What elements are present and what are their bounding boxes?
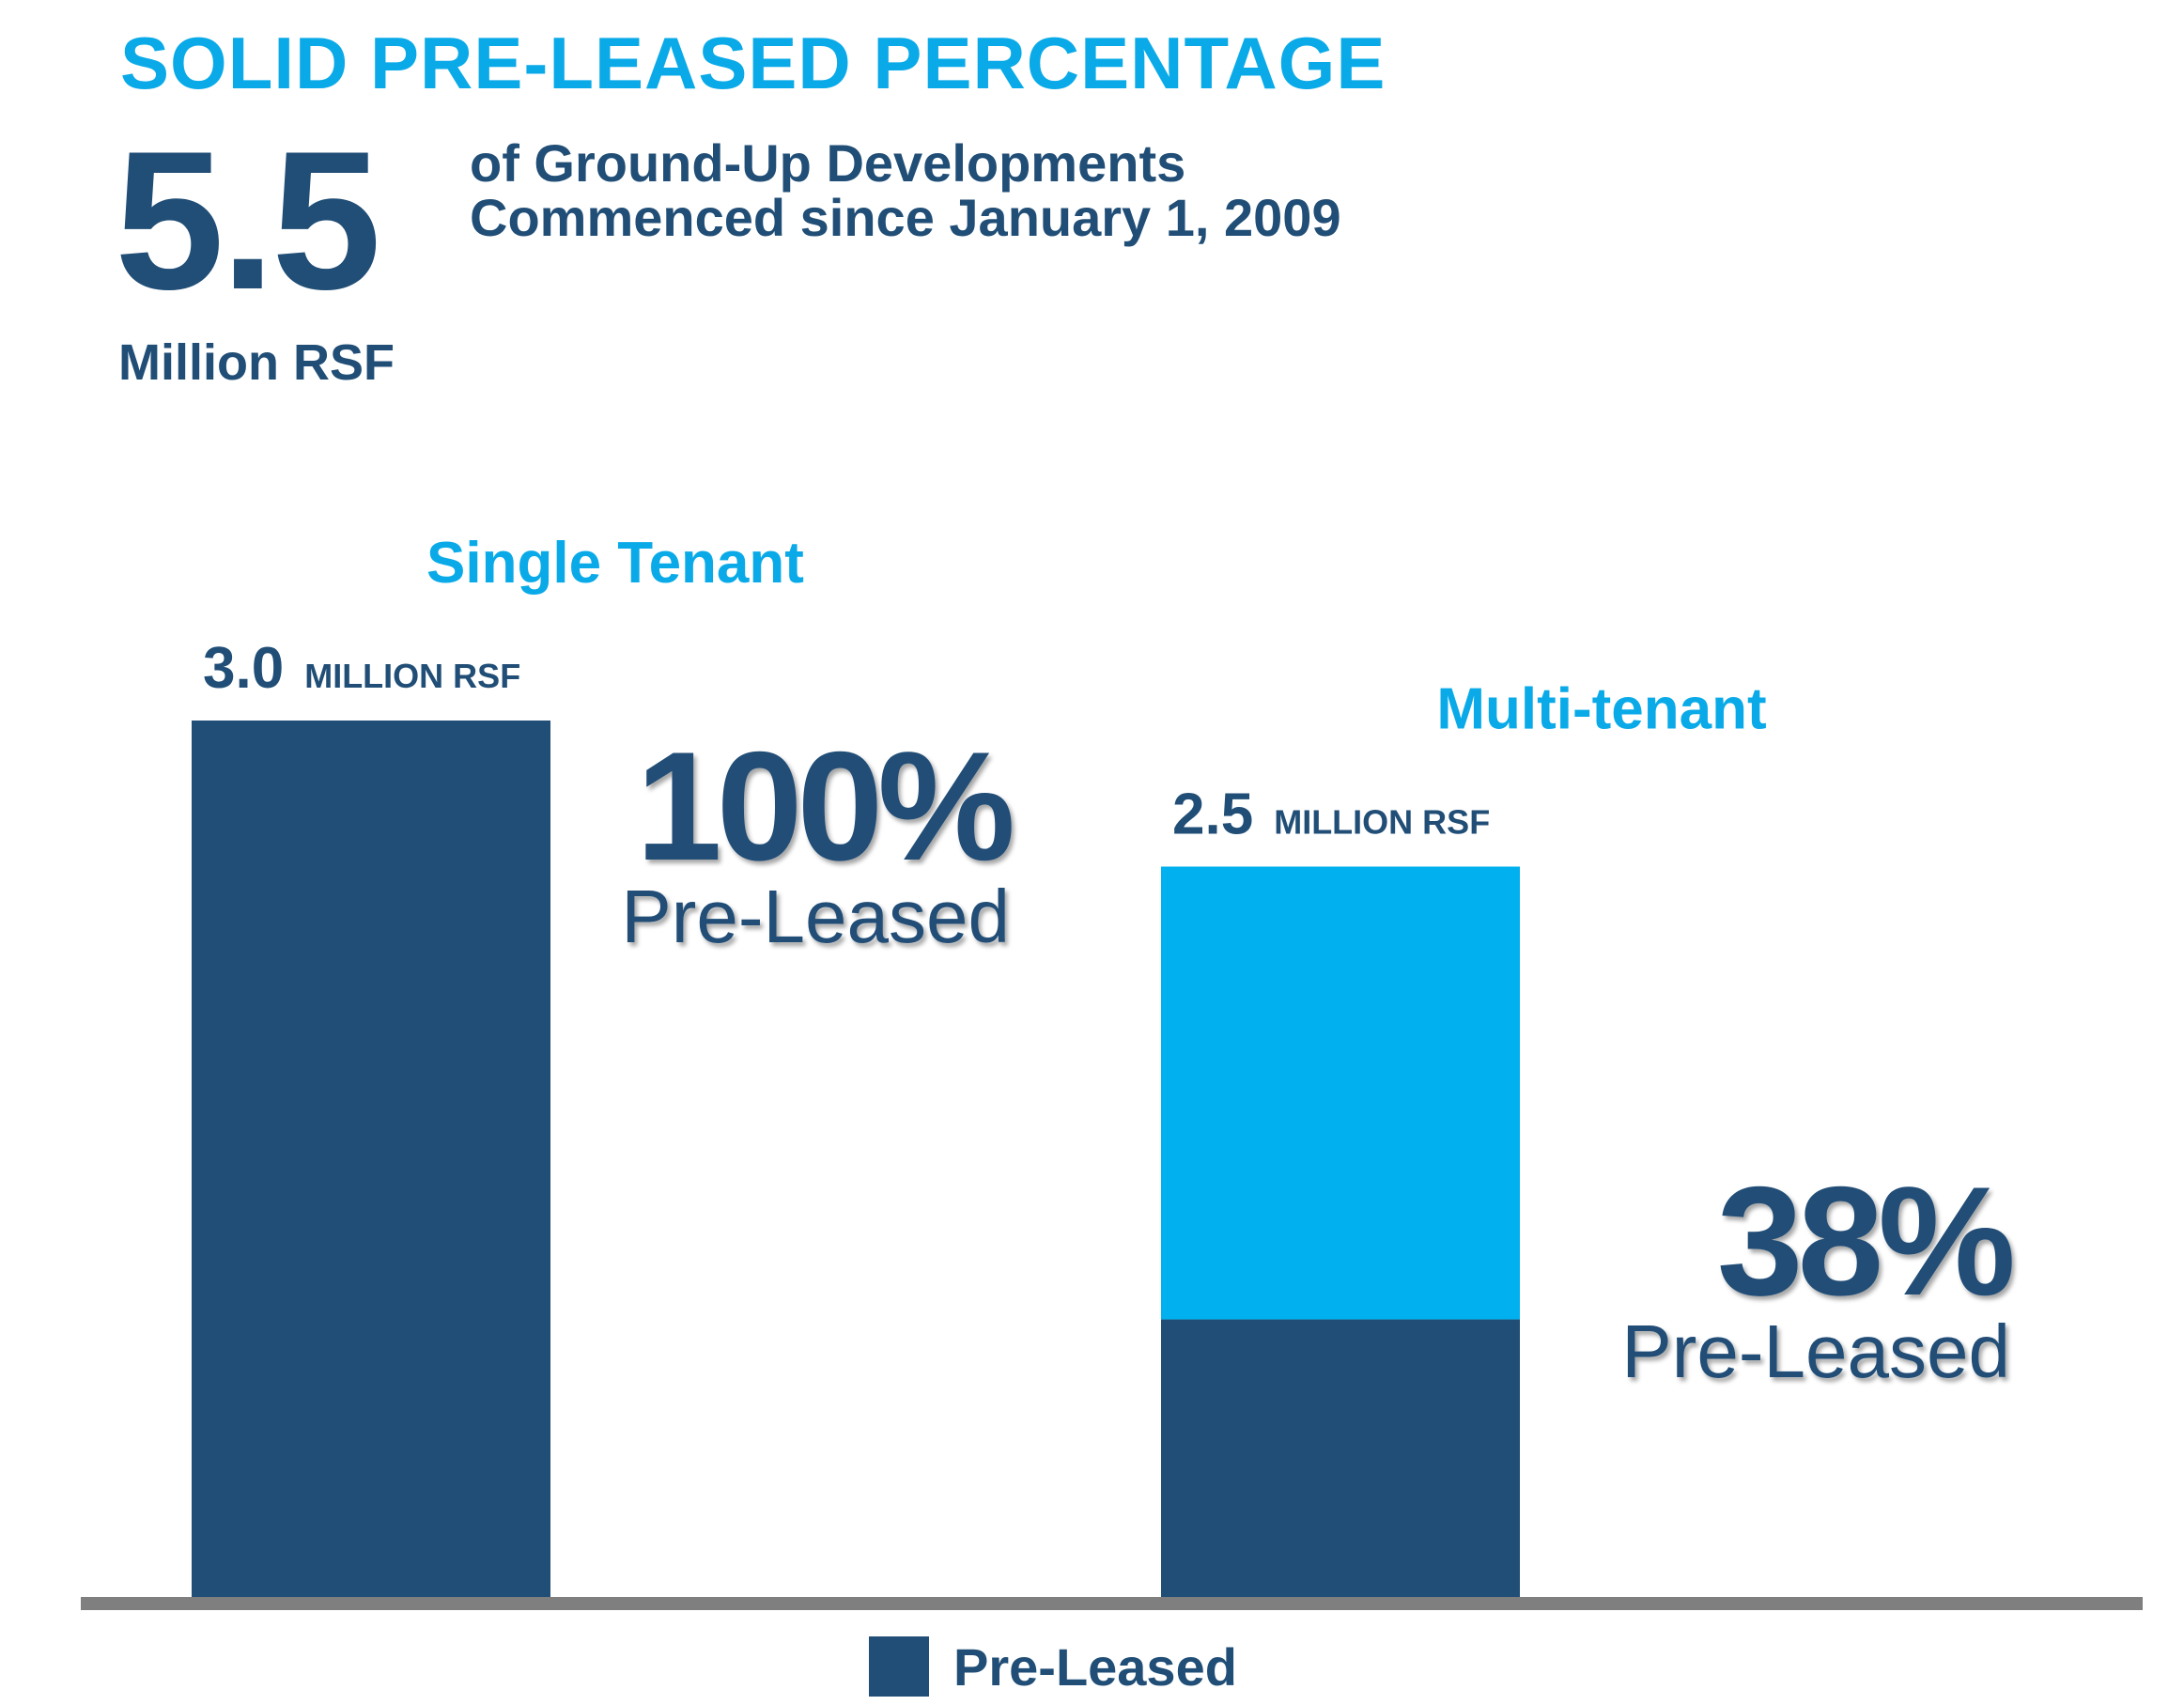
percent-caption-single-tenant: Pre-Leased: [621, 875, 1010, 958]
subtitle-line-2: Commenced since January 1, 2009: [470, 187, 1341, 247]
bar-multi-tenant-remaining: [1161, 866, 1520, 1320]
total-unit: Million RSF: [118, 334, 395, 391]
percent-value-multi-tenant: 38%: [1717, 1155, 2013, 1327]
total-value: 5.5: [115, 110, 381, 331]
legend-label-pre-leased: Pre-Leased: [953, 1636, 1237, 1697]
total-value-multi-tenant: 2.5: [1172, 783, 1253, 847]
bar-single-tenant-pre-leased: [192, 721, 550, 1597]
category-label-single-tenant: Single Tenant: [426, 531, 804, 596]
percent-value-single-tenant: 100%: [636, 720, 1012, 892]
total-label-single-tenant: 3.0 MILLION RSF: [203, 636, 520, 701]
x-axis-baseline: [81, 1597, 2143, 1610]
total-unit-single-tenant: MILLION RSF: [304, 657, 520, 695]
percent-caption-multi-tenant: Pre-Leased: [1621, 1310, 2010, 1393]
subtitle: of Ground-Up Developments Commenced sinc…: [470, 136, 1341, 244]
bar-multi-tenant-pre-leased: [1161, 1319, 1520, 1597]
legend: Pre-Leased: [869, 1636, 1237, 1697]
page-title: SOLID PRE-LEASED PERCENTAGE: [120, 22, 1386, 104]
total-unit-multi-tenant: MILLION RSF: [1274, 803, 1490, 842]
total-label-multi-tenant: 2.5 MILLION RSF: [1172, 783, 1490, 847]
subtitle-line-1: of Ground-Up Developments: [470, 133, 1186, 193]
legend-swatch-pre-leased: [869, 1636, 929, 1697]
total-value-single-tenant: 3.0: [203, 636, 284, 701]
category-label-multi-tenant: Multi-tenant: [1436, 677, 1766, 742]
